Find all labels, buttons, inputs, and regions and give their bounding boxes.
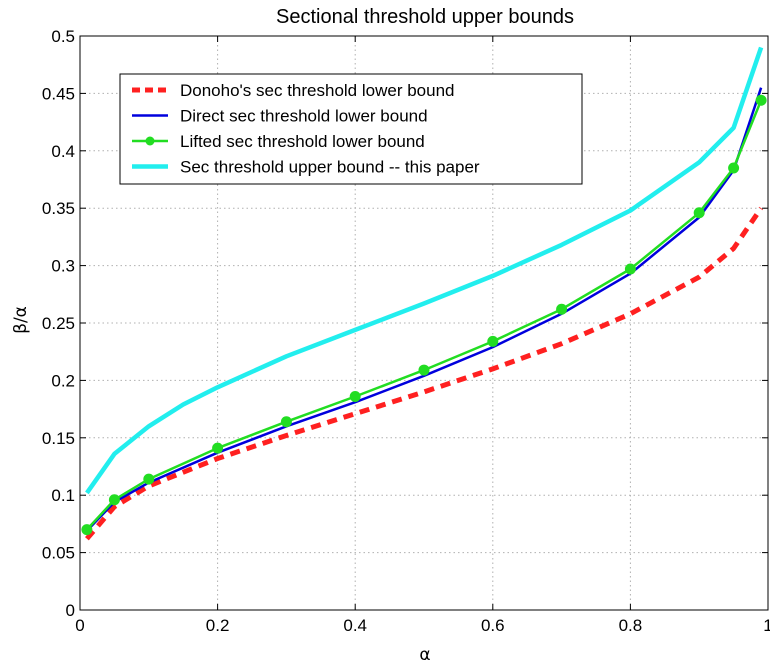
series-line-3: [85, 46, 764, 495]
x-tick-label: 0.4: [343, 616, 367, 635]
x-tick-label: 0.2: [206, 616, 230, 635]
legend-label: Sec threshold upper bound -- this paper: [180, 158, 480, 177]
data-point: [624, 263, 636, 275]
legend-label: Direct sec threshold lower bound: [180, 107, 428, 126]
x-tick-label: 0: [75, 616, 84, 635]
y-tick-label: 0: [66, 601, 75, 620]
y-tick-label: 0.5: [51, 27, 75, 46]
x-tick-label: 0.8: [619, 616, 643, 635]
data-point: [81, 524, 93, 536]
x-axis-label: α: [419, 645, 430, 665]
legend-box: [119, 73, 583, 185]
data-point: [418, 364, 430, 376]
data-point: [212, 442, 224, 454]
y-axis-label: β/α: [11, 306, 31, 334]
y-tick-label: 0.35: [42, 199, 75, 218]
x-tick-label: 0.6: [481, 616, 505, 635]
data-point: [108, 494, 120, 506]
y-tick-label: 0.05: [42, 544, 75, 563]
axis-ticks: 0 0.2 0.4 0.6 0.8 1 0 0.05 0.1 0.15 0.2 0.25 0.3 0.35…: [42, 27, 770, 635]
data-point: [143, 473, 155, 485]
chart-title: Sectional threshold upper bounds: [276, 6, 574, 28]
data-point: [693, 207, 705, 219]
data-point: [755, 94, 767, 106]
y-tick-label: 0.25: [42, 314, 75, 333]
y-tick-label: 0.15: [42, 429, 75, 448]
x-tick-label: 1: [763, 616, 770, 635]
y-tick-label: 0.3: [51, 257, 75, 276]
legend-label: Lifted sec threshold lower bound: [180, 132, 425, 151]
series-line-0: [85, 206, 764, 541]
legend: Donoho's sec threshold lower bound Direct…: [119, 73, 583, 185]
data-point: [280, 416, 292, 428]
data-point: [487, 335, 499, 347]
data-point: [556, 303, 568, 315]
y-tick-label: 0.4: [51, 142, 75, 161]
y-tick-label: 0.2: [51, 371, 75, 390]
plot-series: [81, 46, 767, 541]
y-tick-label: 0.45: [42, 84, 75, 103]
y-tick-label: 0.1: [51, 486, 75, 505]
data-point: [728, 162, 740, 174]
legend-marker: [145, 136, 155, 146]
legend-label: Donoho's sec threshold lower bound: [180, 81, 454, 100]
data-point: [349, 390, 361, 402]
